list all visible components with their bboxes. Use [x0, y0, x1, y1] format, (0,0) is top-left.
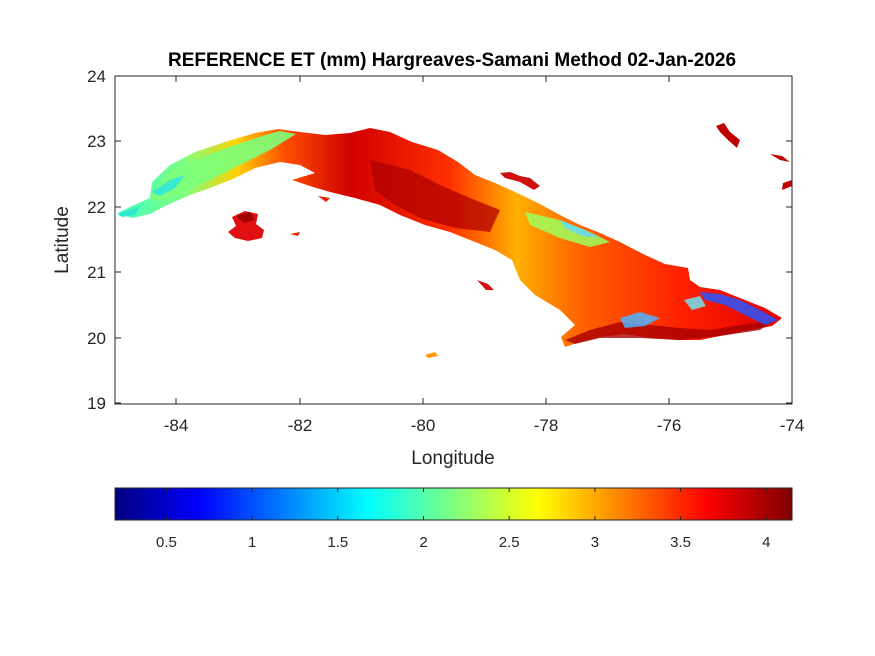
x-tick-label: -84: [164, 416, 189, 435]
map-axes: [114, 75, 793, 405]
y-tick-label: 23: [87, 132, 106, 151]
colorbar-tick-label: 1.5: [327, 534, 348, 551]
x-axis: -84 -82 -80 -78 -76 -74: [164, 76, 805, 435]
x-tick-label: -82: [288, 416, 313, 435]
cuba-et-raster: [117, 128, 782, 347]
y-tick-label: 22: [87, 198, 106, 217]
colorbar-tick-label: 4: [762, 534, 770, 551]
colorbar-gradient: [114, 487, 793, 521]
y-axis: 19 20 21 22 23 24: [87, 67, 792, 413]
x-axis-label: Longitude: [411, 448, 494, 469]
y-tick-label: 19: [87, 394, 106, 413]
colorbar-tick-label: 3: [591, 534, 599, 551]
y-tick-label: 20: [87, 329, 106, 348]
colorbar-tick-label: 2.5: [499, 534, 520, 551]
x-tick-label: -80: [411, 416, 436, 435]
colorbar-tick-label: 0.5: [156, 534, 177, 551]
y-axis-label: Latitude: [52, 206, 73, 274]
x-tick-label: -74: [780, 416, 805, 435]
colorbar: 0.5 1 1.5 2 2.5 3 3.5 4: [114, 487, 793, 551]
y-tick-label: 24: [87, 67, 106, 86]
colorbar-tick-label: 1: [248, 534, 256, 551]
cays: [290, 123, 792, 358]
y-tick-label: 21: [87, 263, 106, 282]
colorbar-tick-label: 2: [419, 534, 427, 551]
x-tick-label: -76: [657, 416, 682, 435]
colorbar-tick-label: 3.5: [670, 534, 691, 551]
map-title: REFERENCE ET (mm) Hargreaves-Samani Meth…: [168, 50, 736, 71]
isla-juventud: [228, 211, 264, 241]
x-tick-label: -78: [534, 416, 559, 435]
